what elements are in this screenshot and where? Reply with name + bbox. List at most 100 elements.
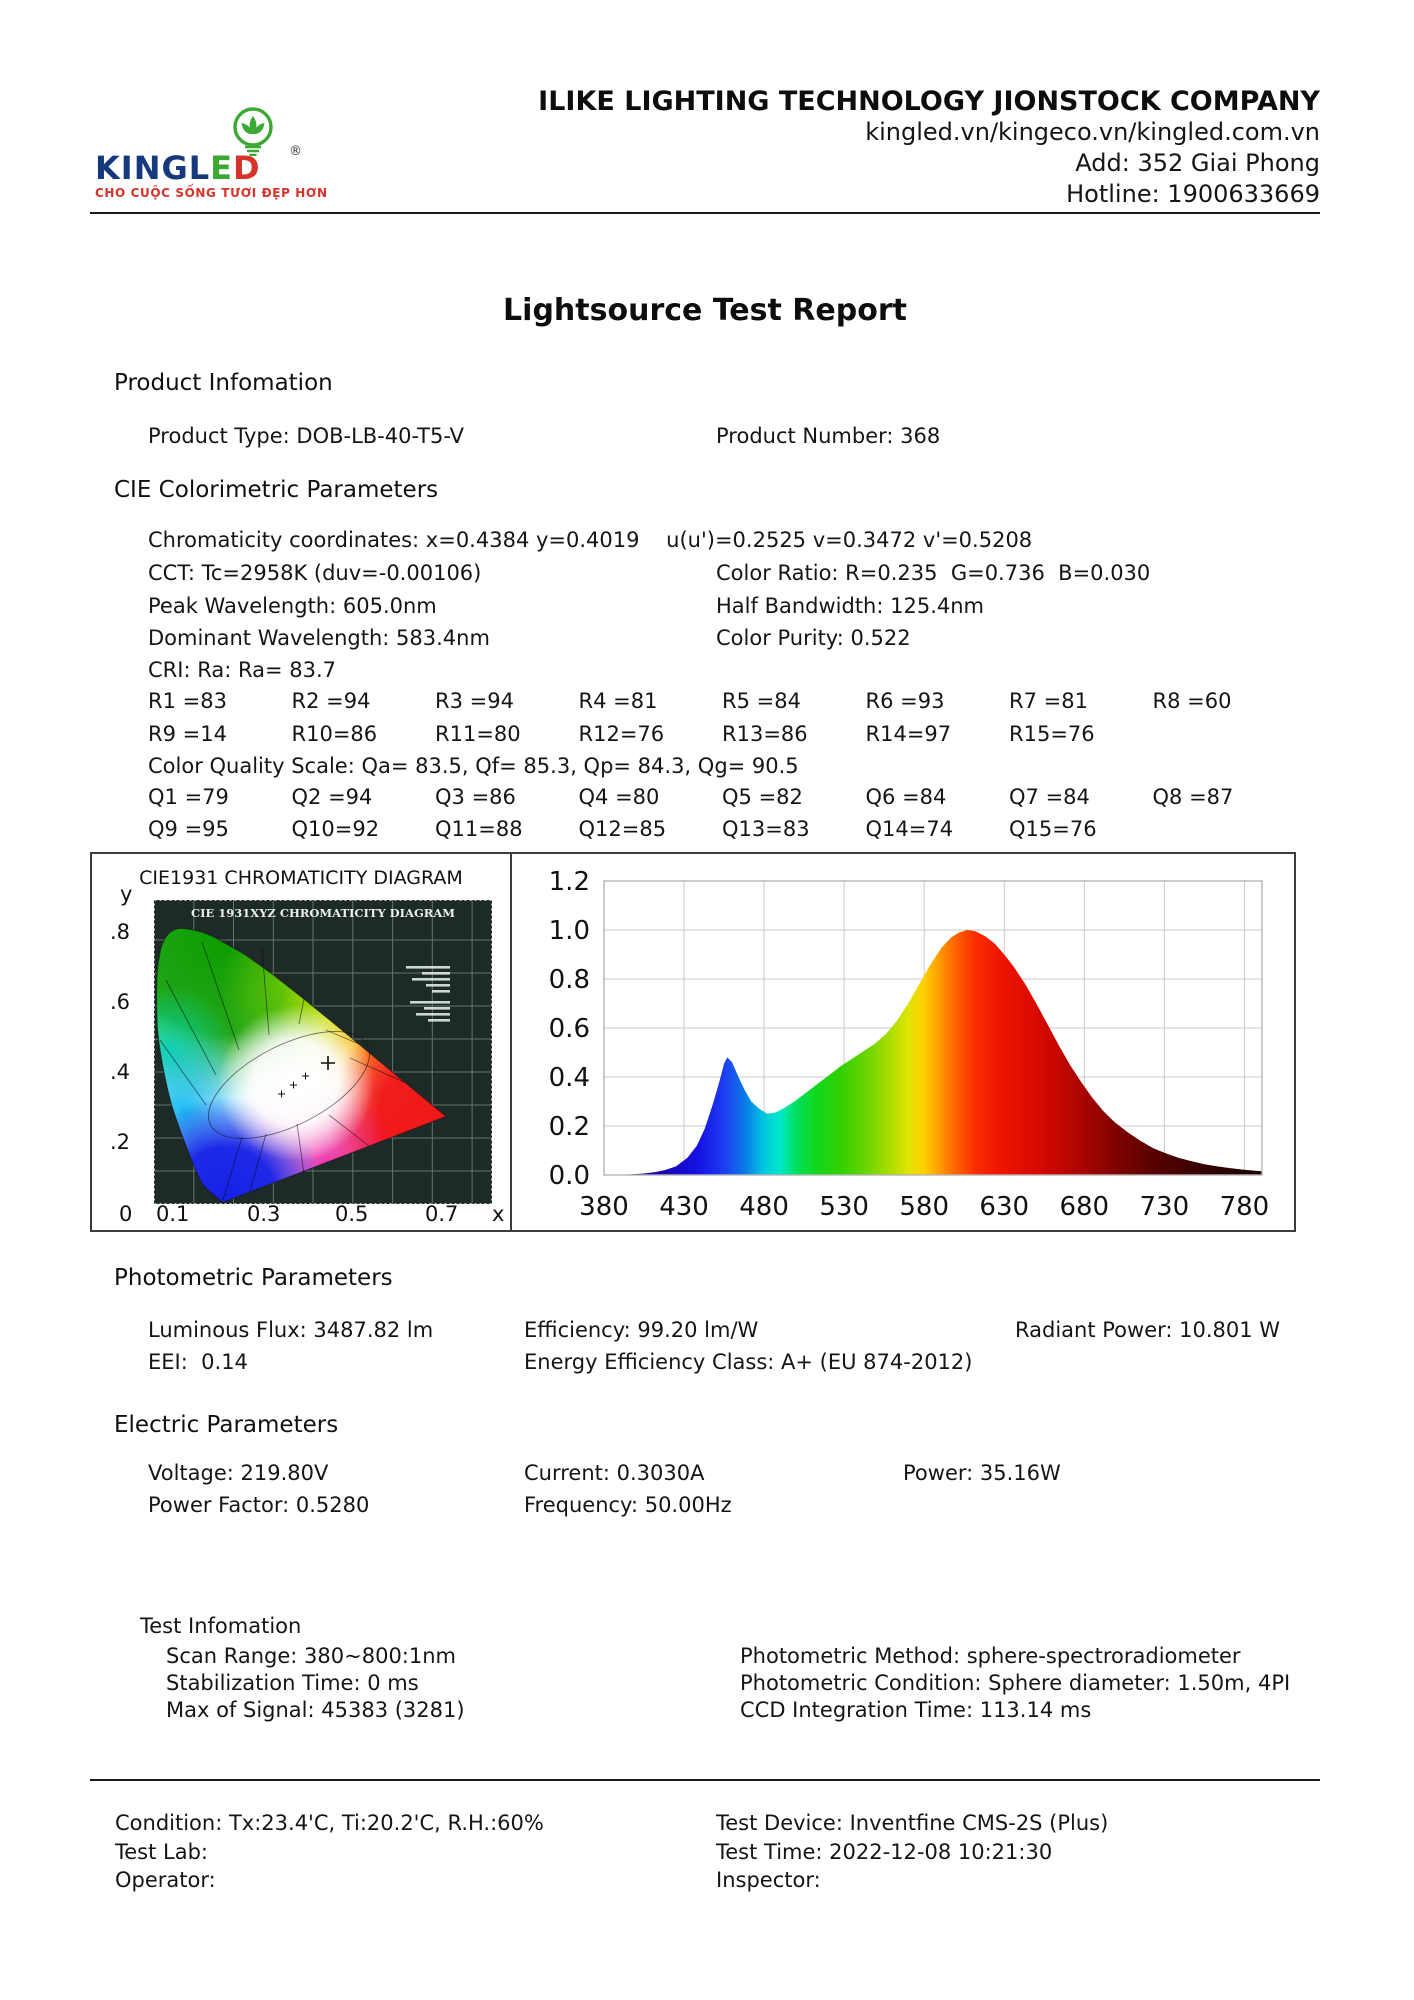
header-divider <box>90 212 1320 214</box>
max-of-signal: Max of Signal: 45383 (3281) <box>166 1698 465 1722</box>
svg-text:380: 380 <box>579 1192 629 1222</box>
cie-region-boundaries <box>159 941 405 1201</box>
energy-efficiency-class: Energy Efficiency Class: A+ (EU 874-2012… <box>524 1350 973 1374</box>
q-value: Q10=92 <box>291 817 380 841</box>
inspector: Inspector: <box>716 1868 821 1892</box>
cie-y-tick-02: .2 <box>110 1130 131 1154</box>
q-value: Q6 =84 <box>865 785 947 809</box>
company-name: ILIKE LIGHTING TECHNOLOGY JIONSTOCK COMP… <box>538 86 1320 117</box>
eei-value: EEI: 0.14 <box>148 1350 248 1374</box>
cie-x-tick-07: 0.7 <box>425 1202 459 1226</box>
condition: Condition: Tx:23.4'C, Ti:20.2'C, R.H.:60… <box>115 1811 544 1835</box>
r-value: R1 =83 <box>148 689 227 713</box>
cie-x-tick-01: 0.1 <box>156 1202 190 1226</box>
cie-x-tick-0: 0 <box>119 1202 133 1226</box>
svg-text:0.8: 0.8 <box>549 965 590 995</box>
section-electric-heading: Electric Parameters <box>114 1412 339 1438</box>
scan-range: Scan Range: 380~800:1nm <box>166 1644 457 1668</box>
cie-y-tick-04: .4 <box>110 1060 131 1084</box>
svg-text:1.2: 1.2 <box>549 867 590 897</box>
cie-y-axis-label: y <box>120 882 133 906</box>
footer-divider <box>90 1779 1320 1781</box>
r-value: R6 =93 <box>865 689 945 713</box>
r-value: R9 =14 <box>148 722 227 746</box>
page-title: Lightsource Test Report <box>503 293 907 328</box>
q-value: Q1 =79 <box>148 785 229 809</box>
stabilization-time: Stabilization Time: 0 ms <box>166 1671 419 1695</box>
r-value: R5 =84 <box>722 689 801 713</box>
brand-part-kingl: KINGL <box>95 149 211 187</box>
radiant-power: Radiant Power: 10.801 W <box>1015 1318 1281 1342</box>
ccd-integration-time: CCD Integration Time: 113.14 ms <box>740 1698 1092 1722</box>
r-value: R10=86 <box>291 722 378 746</box>
test-time: Test Time: 2022-12-08 10:21:30 <box>716 1840 1053 1864</box>
brand-part-d: D <box>233 149 261 187</box>
r-value: R3 =94 <box>435 689 514 713</box>
dominant-wavelength: Dominant Wavelength: 583.4nm <box>148 626 490 650</box>
color-purity: Color Purity: 0.522 <box>716 626 911 650</box>
color-quality-scale: Color Quality Scale: Qa= 83.5, Qf= 85.3,… <box>148 754 799 778</box>
q-value: Q12=85 <box>578 817 667 841</box>
cie-x-axis-label: x <box>492 1202 505 1226</box>
spectrum-chart: 0.0 0.2 0.4 0.6 0.8 1.0 1.2 380 430 480 530 580 630 6… <box>549 867 1270 1222</box>
product-type: Product Type: DOB-LB-40-T5-V <box>148 424 465 448</box>
color-ratio: Color Ratio: R=0.235 G=0.736 B=0.030 <box>716 561 1151 585</box>
power: Power: 35.16W <box>903 1461 1061 1485</box>
r-value: R14=97 <box>865 722 952 746</box>
spectrum-chart-box: 0.0 0.2 0.4 0.6 0.8 1.0 1.2 380 430 480 530 580 630 6… <box>510 852 1296 1232</box>
peak-wavelength: Peak Wavelength: 605.0nm <box>148 594 437 618</box>
q-value: Q5 =82 <box>722 785 803 809</box>
svg-text:1.0: 1.0 <box>549 916 590 946</box>
svg-text:680: 680 <box>1059 1192 1109 1222</box>
test-lab: Test Lab: <box>115 1840 209 1864</box>
company-address: Add: 352 Giai Phong <box>1075 149 1320 177</box>
cie-y-tick-08: .8 <box>110 920 131 944</box>
q-value: Q11=88 <box>435 817 523 841</box>
section-product-heading: Product Infomation <box>114 370 333 396</box>
r-value: R11=80 <box>435 722 521 746</box>
brand-tagline: CHO CUỘC SỐNG TƯƠI ĐẸP HƠN <box>95 186 328 200</box>
q-value: Q14=74 <box>865 817 954 841</box>
r-value: R7 =81 <box>1009 689 1088 713</box>
svg-text:780: 780 <box>1220 1192 1270 1222</box>
r-value: R4 =81 <box>578 689 658 713</box>
product-number: Product Number: 368 <box>716 424 941 448</box>
cri-r-values-row1: R1 =83 R2 =94 R3 =94 R4 =81 R5 =84 R6 =93 R7 =… <box>148 689 1296 713</box>
cri-value: CRI: Ra: Ra= 83.7 <box>148 658 336 682</box>
cie-test-point-markers <box>278 1056 335 1098</box>
cqs-q-values-row1: Q1 =79 Q2 =94 Q3 =86 Q4 =80 Q5 =82 Q6 =84 Q7 =… <box>148 785 1296 809</box>
q-value: Q3 =86 <box>435 785 516 809</box>
q-value: Q2 =94 <box>291 785 373 809</box>
frequency: Frequency: 50.00Hz <box>524 1493 732 1517</box>
section-test-info-heading: Test Infomation <box>140 1614 302 1638</box>
svg-text:0.2: 0.2 <box>549 1112 590 1142</box>
svg-text:580: 580 <box>899 1192 949 1222</box>
brand-part-e: E <box>210 149 233 187</box>
photometric-method: Photometric Method: sphere-spectroradiom… <box>740 1644 1241 1668</box>
r-value: R8 =60 <box>1152 689 1232 713</box>
cie1931-chart-box: CIE1931 CHROMATICITY DIAGRAM y .8 .6 .4 … <box>90 852 510 1232</box>
r-value: R15=76 <box>1009 722 1095 746</box>
kingled-lotus-bulb-icon <box>233 107 273 156</box>
cqs-q-values-row2: Q9 =95 Q10=92 Q11=88 Q12=85 Q13=83 Q14=74 Q15=… <box>148 817 1153 841</box>
q-value: Q7 =84 <box>1009 785 1090 809</box>
photometric-condition: Photometric Condition: Sphere diameter: … <box>740 1671 1291 1695</box>
cie-legend-marks <box>406 966 450 1022</box>
cie-locus-outline <box>156 927 448 1203</box>
spectrum-plot-border <box>603 880 1263 1176</box>
efficiency: Efficiency: 99.20 lm/W <box>524 1318 759 1342</box>
voltage: Voltage: 219.80V <box>148 1461 329 1485</box>
svg-text:730: 730 <box>1140 1192 1190 1222</box>
luminous-flux: Luminous Flux: 3487.82 lm <box>148 1318 434 1342</box>
section-photometric-heading: Photometric Parameters <box>114 1265 393 1291</box>
cie-x-tick-03: 0.3 <box>247 1202 281 1226</box>
r-value: R13=86 <box>722 722 808 746</box>
chromaticity-coordinates: Chromaticity coordinates: x=0.4384 y=0.4… <box>148 528 1033 552</box>
cie1931-diagram-image: CIE 1931XYZ CHROMATICITY DIAGRAM <box>154 900 492 1204</box>
cie-y-tick-06: .6 <box>110 990 131 1014</box>
operator: Operator: <box>115 1868 216 1892</box>
company-website: kingled.vn/kingeco.vn/kingled.com.vn <box>865 118 1320 146</box>
power-factor: Power Factor: 0.5280 <box>148 1493 370 1517</box>
cie-chart-title: CIE1931 CHROMATICITY DIAGRAM <box>139 867 463 889</box>
